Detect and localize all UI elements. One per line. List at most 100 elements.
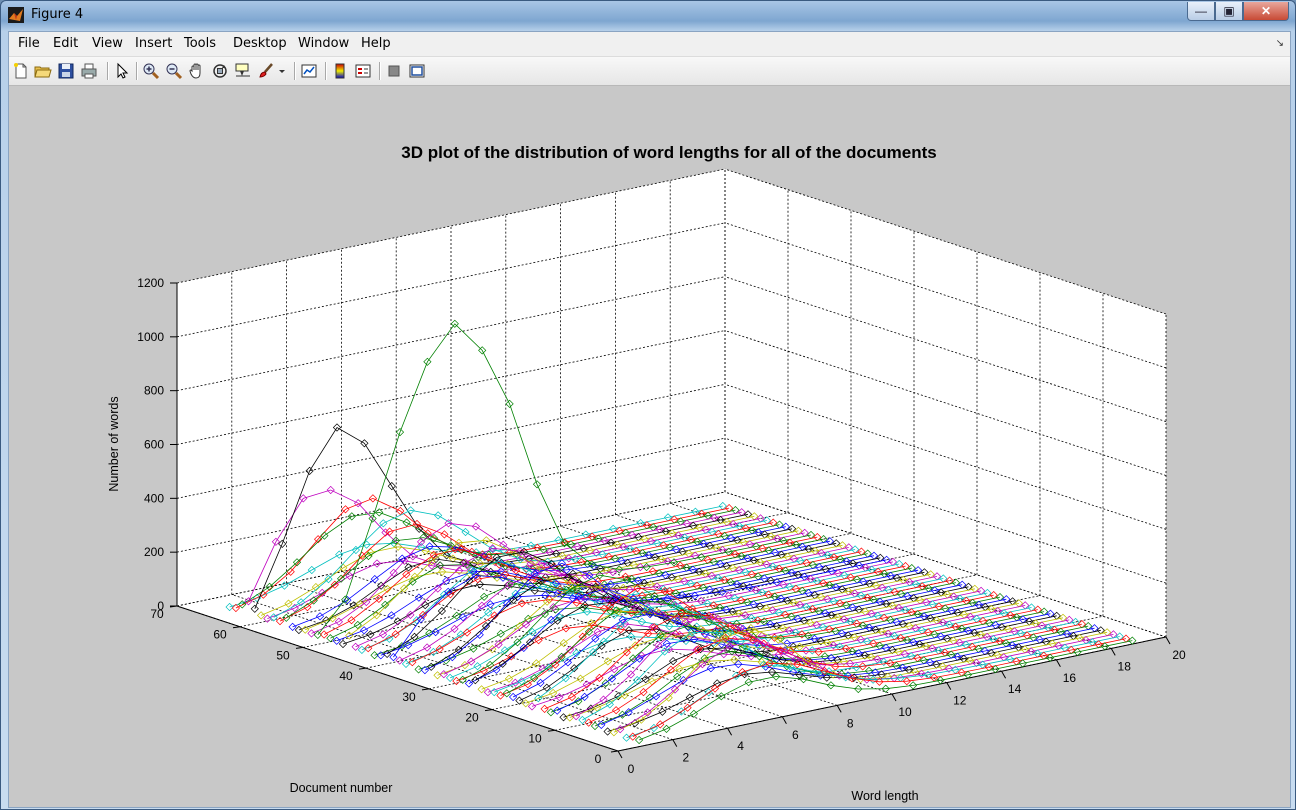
- data-point-diamond[interactable]: [515, 622, 524, 631]
- data-point-diamond[interactable]: [398, 554, 407, 563]
- data-point-diamond[interactable]: [620, 619, 629, 628]
- data-point-diamond[interactable]: [368, 514, 377, 523]
- data-point-diamond[interactable]: [326, 634, 335, 643]
- data-point-diamond[interactable]: [446, 590, 455, 599]
- data-point-diamond[interactable]: [511, 678, 520, 687]
- data-point-diamond[interactable]: [486, 600, 495, 609]
- data-point-diamond[interactable]: [635, 654, 644, 663]
- data-point-diamond[interactable]: [337, 574, 346, 583]
- data-point-diamond[interactable]: [555, 613, 564, 622]
- data-point-diamond[interactable]: [687, 628, 697, 637]
- data-point-diamond[interactable]: [383, 649, 392, 658]
- data-point-diamond[interactable]: [292, 558, 302, 567]
- data-point-diamond[interactable]: [467, 657, 476, 666]
- data-point-diamond[interactable]: [847, 674, 857, 683]
- data-point-diamond[interactable]: [662, 639, 671, 648]
- data-point-diamond[interactable]: [570, 664, 579, 673]
- data-point-diamond[interactable]: [438, 567, 447, 576]
- data-point-diamond[interactable]: [624, 626, 634, 635]
- data-point-diamond[interactable]: [567, 692, 577, 702]
- data-point-diamond[interactable]: [444, 587, 453, 596]
- data-point-diamond[interactable]: [637, 651, 646, 660]
- data-point-diamond[interactable]: [972, 658, 981, 667]
- data-point-diamond[interactable]: [406, 610, 415, 619]
- data-point-diamond[interactable]: [1046, 653, 1055, 662]
- data-point-diamond[interactable]: [783, 639, 792, 648]
- data-point-diamond[interactable]: [410, 632, 419, 641]
- data-point-diamond[interactable]: [599, 637, 608, 646]
- data-point-diamond[interactable]: [635, 735, 644, 745]
- edit-plot-arrow-icon[interactable]: [113, 62, 131, 80]
- data-point-diamond[interactable]: [339, 563, 348, 572]
- data-point-diamond[interactable]: [524, 614, 533, 623]
- data-point-diamond[interactable]: [841, 644, 851, 653]
- data-point-diamond[interactable]: [477, 601, 486, 610]
- data-point-diamond[interactable]: [589, 621, 598, 630]
- data-point-diamond[interactable]: [502, 689, 511, 698]
- data-point-diamond[interactable]: [557, 652, 566, 661]
- data-point-diamond[interactable]: [776, 634, 785, 643]
- data-point-diamond[interactable]: [663, 557, 672, 566]
- data-point-diamond[interactable]: [727, 647, 737, 656]
- data-point-diamond[interactable]: [537, 564, 546, 573]
- maximize-button[interactable]: ▣: [1215, 2, 1243, 21]
- data-point-diamond[interactable]: [265, 582, 274, 591]
- data-point-diamond[interactable]: [633, 676, 642, 685]
- data-point-diamond[interactable]: [354, 499, 363, 508]
- data-point-diamond[interactable]: [909, 681, 918, 690]
- data-point-diamond[interactable]: [377, 581, 386, 590]
- insert-legend-icon[interactable]: [354, 62, 372, 80]
- data-point-diamond[interactable]: [593, 627, 602, 637]
- data-point-diamond[interactable]: [767, 667, 777, 677]
- link-plot-icon[interactable]: [300, 62, 318, 80]
- data-point-diamond[interactable]: [678, 591, 687, 600]
- data-point-diamond[interactable]: [509, 595, 518, 604]
- series-line[interactable]: [273, 509, 767, 618]
- data-point-diamond[interactable]: [503, 599, 512, 608]
- menu-tools[interactable]: Tools: [184, 36, 217, 51]
- data-point-diamond[interactable]: [719, 634, 728, 643]
- data-point-diamond[interactable]: [341, 595, 350, 604]
- data-point-diamond[interactable]: [358, 551, 367, 560]
- data-point-diamond[interactable]: [488, 645, 497, 654]
- data-point-diamond[interactable]: [833, 655, 842, 665]
- data-point-diamond[interactable]: [244, 597, 253, 606]
- data-point-diamond[interactable]: [774, 635, 783, 644]
- data-point-diamond[interactable]: [557, 559, 566, 568]
- data-point-diamond[interactable]: [517, 599, 526, 608]
- data-point-diamond[interactable]: [570, 576, 579, 585]
- data-point-diamond[interactable]: [683, 703, 692, 712]
- data-point-diamond[interactable]: [642, 562, 651, 572]
- data-point-diamond[interactable]: [334, 617, 343, 626]
- data-point-diamond[interactable]: [383, 584, 392, 593]
- data-point-diamond[interactable]: [416, 615, 425, 624]
- data-point-diamond[interactable]: [412, 616, 421, 625]
- data-point-diamond[interactable]: [435, 644, 444, 654]
- data-point-diamond[interactable]: [772, 622, 781, 631]
- data-point-diamond[interactable]: [562, 565, 571, 574]
- data-point-diamond[interactable]: [309, 596, 318, 605]
- data-point-diamond[interactable]: [835, 642, 844, 651]
- zoom-in-icon[interactable]: [142, 62, 160, 80]
- data-point-diamond[interactable]: [280, 581, 289, 590]
- data-point-diamond[interactable]: [572, 649, 581, 658]
- brush-icon[interactable]: [257, 62, 275, 80]
- data-point-diamond[interactable]: [385, 527, 394, 536]
- data-point-diamond[interactable]: [545, 586, 554, 595]
- series-doc-12[interactable]: [565, 613, 1068, 722]
- data-point-diamond[interactable]: [858, 662, 867, 671]
- data-point-diamond[interactable]: [656, 631, 665, 640]
- data-point-diamond[interactable]: [655, 569, 664, 578]
- data-point-diamond[interactable]: [597, 641, 606, 650]
- data-point-diamond[interactable]: [744, 678, 753, 687]
- data-point-diamond[interactable]: [381, 600, 390, 609]
- data-point-diamond[interactable]: [629, 654, 638, 663]
- data-point-diamond[interactable]: [341, 505, 350, 514]
- data-point-diamond[interactable]: [509, 692, 518, 702]
- data-point-diamond[interactable]: [595, 673, 604, 682]
- data-point-diamond[interactable]: [257, 611, 266, 620]
- data-point-diamond[interactable]: [326, 485, 335, 495]
- data-cursor-icon[interactable]: [234, 62, 252, 80]
- data-point-diamond[interactable]: [657, 597, 666, 606]
- data-point-diamond[interactable]: [633, 610, 642, 619]
